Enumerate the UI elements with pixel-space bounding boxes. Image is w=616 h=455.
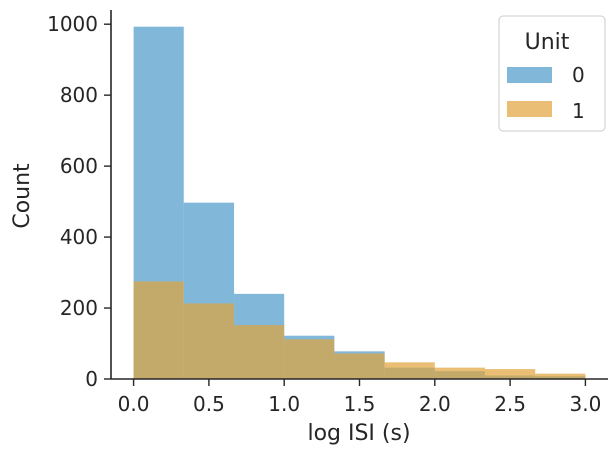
x-tick-label-6: 3.0 [570, 392, 602, 416]
bar-unit-1-bin-4 [334, 353, 385, 379]
y-tick-label-5: 1000 [47, 12, 98, 36]
bars-layer [133, 26, 586, 379]
bar-unit-1-bin-8 [535, 373, 586, 379]
legend-swatch-unit-1 [507, 101, 552, 117]
y-tick-label-2: 400 [60, 225, 98, 249]
x-tick-label-3: 1.5 [344, 392, 376, 416]
y-tick-label-0: 0 [85, 367, 98, 391]
y-axis-label: Count [10, 163, 35, 229]
bar-unit-1-bin-5 [384, 362, 435, 379]
x-tick-label-5: 2.5 [494, 392, 526, 416]
y-tick-label-4: 800 [60, 83, 98, 107]
x-tick-label-4: 2.0 [419, 392, 451, 416]
x-axis-label: log ISI (s) [307, 421, 410, 446]
bar-unit-1-bin-2 [234, 325, 285, 379]
legend: Unit 0 1 [498, 15, 606, 132]
x-tick-label-0: 0.0 [118, 392, 150, 416]
legend-swatch-unit-0 [507, 67, 552, 83]
ticks-layer: 0.0 0.5 1.0 1.5 2.0 2.5 3.0 0 200 400 600 800 1000 [47, 12, 601, 416]
x-tick-label-2: 1.0 [268, 392, 300, 416]
bar-unit-1-bin-6 [434, 367, 485, 379]
bar-unit-1-bin-1 [183, 303, 235, 379]
bar-unit-1-bin-0 [133, 281, 184, 379]
x-tick-label-1: 0.5 [193, 392, 225, 416]
y-tick-label-1: 200 [60, 296, 98, 320]
legend-title: Unit [525, 30, 570, 55]
bar-unit-1-bin-7 [484, 369, 536, 379]
y-tick-label-3: 600 [60, 154, 98, 178]
legend-label-unit-1: 1 [572, 99, 585, 123]
bar-unit-1-bin-3 [284, 339, 335, 379]
legend-label-unit-0: 0 [572, 63, 585, 87]
